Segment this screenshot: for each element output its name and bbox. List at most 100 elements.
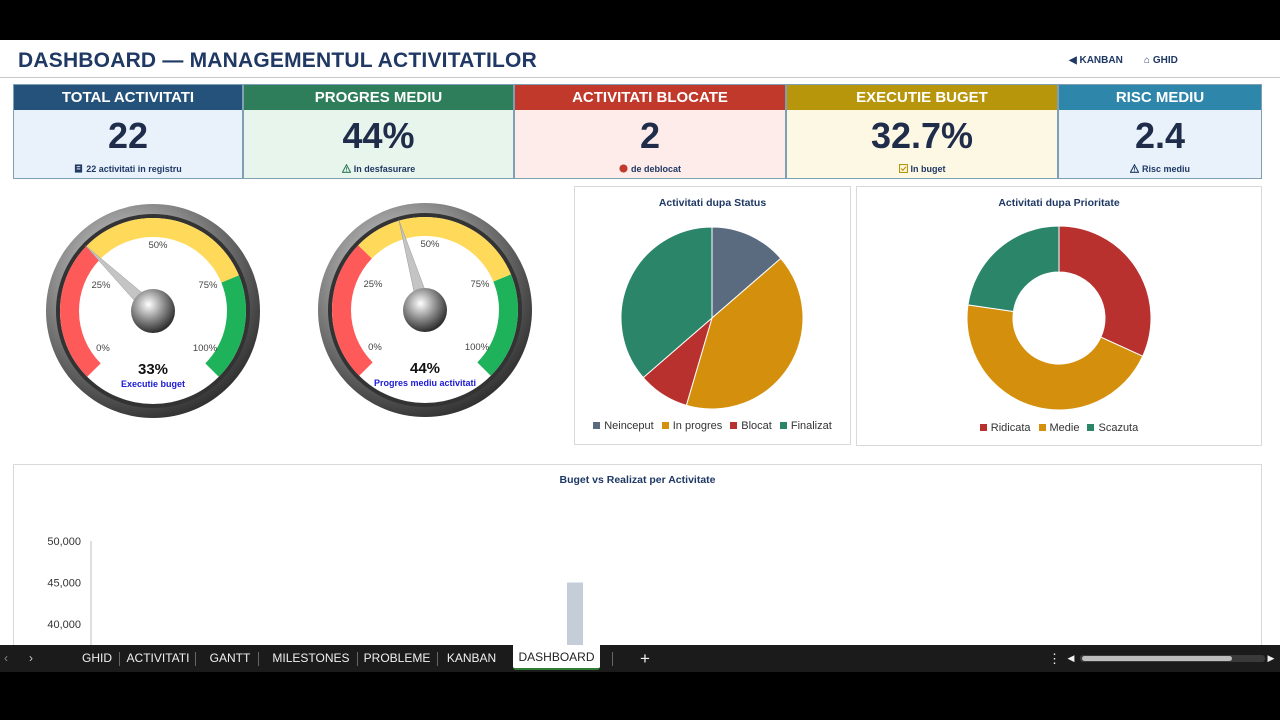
pie-slice-scazuta[interactable]: [967, 225, 1060, 313]
kpi-header: PROGRES MEDIU: [244, 85, 513, 110]
kpi-header: TOTAL ACTIVITATI: [14, 85, 242, 110]
legend-label: Neinceput: [604, 420, 654, 432]
gauge-hub: [403, 288, 447, 332]
kpi-card-progres-mediu: PROGRES MEDIU 44% In desfasurare: [243, 84, 514, 179]
add-sheet-button[interactable]: +: [640, 649, 650, 668]
checkbox-icon: [898, 164, 908, 173]
gauge-value: 33%: [138, 361, 168, 378]
gauge-tick-label: 0%: [96, 343, 110, 354]
kpi-subtitle-text: In desfasurare: [353, 164, 416, 174]
priority-donut-chart: [966, 225, 1152, 411]
gauge-progres-mediu: 0% 25% 50% 75% 100% 44%Progres mediu activita…: [318, 203, 532, 417]
gauge-tick-label: 100%: [465, 342, 490, 353]
budget-chart-panel: Buget vs Realizat per Activitate 50,000 4…: [13, 464, 1262, 645]
pie-slice-medie[interactable]: [966, 304, 1144, 411]
gauge-tick-label: 100%: [193, 343, 218, 354]
legend-label: Finalizat: [790, 420, 832, 432]
chart-title: Buget vs Realizat per Activitate: [559, 474, 716, 486]
gauge-tick-label: 75%: [470, 279, 490, 290]
tab-separator: [437, 652, 438, 666]
legend-swatch: [979, 424, 987, 431]
pie-slice-finalizat[interactable]: [620, 226, 713, 379]
gauge-band-red: [332, 245, 373, 376]
kpi-subtitle-text: 22 activitati in registru: [86, 164, 182, 174]
kpi-card-risc-mediu: RISC MEDIU 2.4 Risc mediu: [1058, 84, 1262, 179]
kpi-subtitle-text: Risc mediu: [1141, 164, 1190, 174]
gauge-executie-buget: 0% 25% 50% 75% 100% 33%Executie buget: [46, 204, 260, 418]
gauge-band-green: [205, 275, 246, 377]
horizontal-scrollbar[interactable]: [1080, 655, 1265, 662]
ghid-link[interactable]: ⌂ GHID: [1144, 55, 1178, 66]
chart-legend: Ridicata Medie Scazuta: [857, 422, 1261, 434]
status-chart-panel: Activitati dupa Status Neinceput In progr…: [574, 186, 851, 445]
bar-buget[interactable]: [567, 582, 583, 646]
red-dot-icon: [619, 164, 628, 173]
kpi-subtitle-text: In buget: [910, 164, 946, 174]
legend-label: Blocat: [741, 420, 772, 432]
kpi-subtitle: de deblocat: [515, 164, 785, 174]
legend-label: In progres: [672, 420, 723, 432]
scroll-right-icon[interactable]: ▶: [1267, 653, 1275, 663]
kpi-subtitle-text: de deblocat: [630, 164, 681, 174]
tab-separator: [258, 652, 259, 666]
chart-title: Activitati dupa Status: [658, 197, 767, 209]
gauge-band-yellow: [86, 218, 239, 283]
warning-icon: [1129, 164, 1139, 173]
gauge-band-green: [477, 274, 518, 376]
gauge-tick-label: 75%: [198, 280, 218, 291]
priority-chart-panel: Activitati dupa Prioritate Ridicata Medie…: [856, 186, 1262, 446]
sheet-tab-activitati[interactable]: ACTIVITATI: [126, 651, 190, 665]
legend-label: Ridicata: [990, 422, 1031, 434]
gauge-tick-label: 50%: [420, 239, 440, 250]
sheet-tab-probleme[interactable]: PROBLEME: [363, 651, 431, 665]
sheet-tab-gantt[interactable]: GANTT: [209, 651, 251, 665]
dashboard-sheet: DASHBOARD — MANAGEMENTUL ACTIVITATILOR ◀…: [0, 40, 1280, 645]
kpi-card-executie-buget: EXECUTIE BUGET 32.7% In buget: [786, 84, 1058, 179]
tab-separator: [119, 652, 120, 666]
warning-icon: [341, 164, 351, 173]
kpi-card-activitati-blocate: ACTIVITATI BLOCATE 2 de deblocat: [514, 84, 786, 179]
title-bar: DASHBOARD — MANAGEMENTUL ACTIVITATILOR ◀…: [0, 40, 1280, 78]
kanban-link[interactable]: ◀ KANBAN: [1069, 55, 1123, 66]
chart-title: Activitati dupa Prioritate: [998, 197, 1120, 209]
sheet-tab-kanban[interactable]: KANBAN: [446, 651, 497, 665]
kpi-value: 32.7%: [870, 115, 974, 156]
legend-item: Blocat: [730, 420, 772, 432]
status-pie-chart: [620, 226, 804, 410]
legend-swatch: [593, 422, 601, 429]
pie-slice-ridicata[interactable]: [1058, 225, 1152, 357]
pie-slice-neinceput[interactable]: [711, 226, 782, 320]
gauge-band-red: [60, 246, 101, 377]
legend-item: In progres: [661, 420, 723, 432]
tab-next-button[interactable]: ›: [29, 651, 33, 665]
gauge-value: 44%: [410, 360, 440, 377]
gauge-hub: [131, 289, 175, 333]
sheet-tab-milestones[interactable]: MILESTONES: [272, 651, 350, 665]
tab-separator: [357, 652, 358, 666]
sheet-tab-dashboard[interactable]: DASHBOARD: [513, 645, 600, 670]
gauge-tick-label: 50%: [148, 240, 168, 251]
tab-prev-button[interactable]: ‹: [4, 651, 8, 665]
legend-label: Scazuta: [1098, 422, 1139, 434]
pie-slice-in-progres[interactable]: [685, 257, 804, 410]
scrollbar-thumb[interactable]: [1082, 656, 1232, 661]
sheet-tab-ghid[interactable]: GHID: [82, 651, 112, 665]
y-tick-label: 45,000: [47, 578, 81, 590]
page-title: DASHBOARD — MANAGEMENTUL ACTIVITATILOR: [18, 49, 537, 72]
gauge-caption: Executie buget: [121, 379, 185, 389]
kpi-header: EXECUTIE BUGET: [787, 85, 1057, 110]
kpi-subtitle: Risc mediu: [1059, 164, 1261, 174]
more-options-icon[interactable]: ⋮: [1048, 651, 1061, 666]
y-tick-label: 50,000: [47, 536, 81, 548]
scroll-left-icon[interactable]: ◀: [1067, 653, 1075, 663]
kpi-subtitle: In buget: [787, 164, 1057, 174]
legend-item: Neinceput: [593, 420, 654, 432]
legend-label: Medie: [1049, 422, 1080, 434]
gauge-tick-label: 25%: [91, 280, 111, 291]
legend-swatch: [1038, 424, 1046, 431]
kpi-value: 2.4: [1134, 115, 1186, 156]
legend-swatch: [730, 422, 738, 429]
gauge-band-yellow: [358, 217, 511, 282]
legend-item: Scazuta: [1087, 422, 1138, 434]
